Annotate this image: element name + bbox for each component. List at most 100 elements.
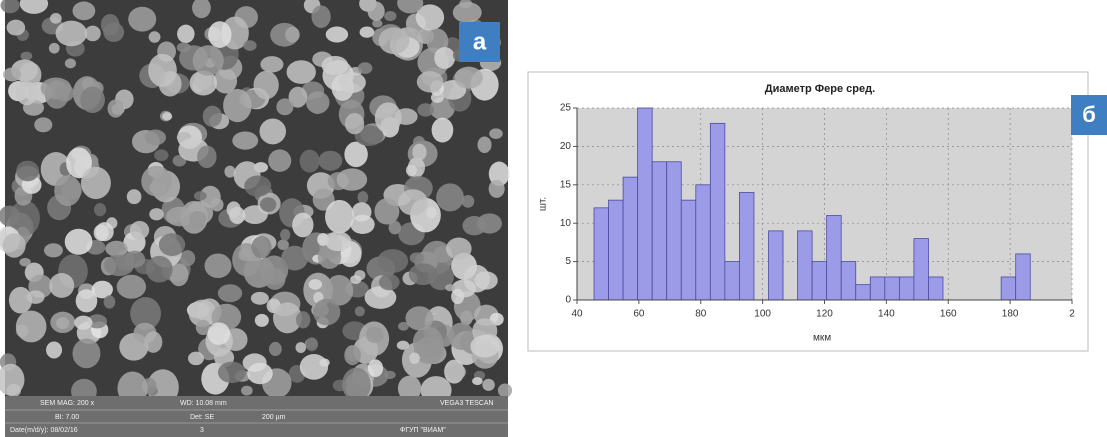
particle — [50, 311, 76, 334]
particle — [129, 220, 150, 240]
particle — [141, 165, 172, 197]
particle — [436, 183, 464, 212]
bar — [1015, 253, 1031, 301]
particle — [49, 273, 75, 298]
particle — [165, 206, 194, 227]
bar — [869, 276, 886, 301]
particle — [374, 198, 400, 225]
particle — [189, 70, 218, 96]
particle — [276, 98, 294, 116]
bar — [928, 276, 944, 301]
particle — [379, 273, 400, 291]
particle — [342, 367, 371, 402]
particle — [295, 342, 307, 354]
bar — [739, 192, 755, 301]
particle — [145, 255, 173, 283]
particle — [2, 233, 26, 258]
particle — [292, 212, 314, 238]
particle — [470, 335, 500, 358]
particle — [169, 263, 189, 287]
particle — [188, 299, 217, 327]
particle — [105, 240, 128, 257]
particle — [64, 58, 77, 69]
particle — [87, 314, 108, 329]
particle — [350, 214, 375, 235]
particle — [0, 0, 20, 14]
bar — [811, 261, 828, 301]
particle — [260, 197, 277, 212]
particle — [148, 53, 177, 87]
particle — [54, 175, 82, 207]
particle — [16, 160, 40, 182]
particle — [128, 6, 157, 32]
particle — [405, 306, 434, 331]
x-tick-label: 2 — [1069, 309, 1075, 320]
particle — [244, 175, 272, 197]
particle — [207, 322, 231, 345]
bar — [637, 107, 653, 301]
chart-title: Диаметр Фере сред. — [765, 83, 875, 95]
info-text: BI: 7.00 — [55, 414, 79, 421]
particle — [488, 179, 505, 198]
particle — [72, 338, 101, 369]
particle — [72, 1, 96, 21]
bar — [1000, 276, 1017, 301]
particle — [226, 201, 241, 218]
particle — [259, 118, 287, 145]
info-bar — [5, 396, 508, 437]
particle — [46, 341, 63, 359]
panel-label-box — [459, 22, 500, 62]
particle — [350, 275, 362, 285]
particle — [281, 245, 309, 271]
x-tick-label: 120 — [816, 309, 833, 320]
particle — [344, 112, 365, 135]
particle — [162, 112, 173, 121]
particle — [16, 81, 38, 106]
bar — [898, 276, 915, 301]
particle — [359, 26, 375, 38]
particle — [286, 60, 316, 84]
particle — [44, 243, 63, 258]
particle — [372, 19, 383, 28]
particle — [367, 1, 385, 21]
particle — [66, 147, 92, 179]
particle — [148, 31, 161, 43]
particle — [187, 351, 204, 366]
bar — [666, 161, 682, 301]
particle — [324, 231, 352, 252]
bar — [724, 261, 740, 301]
x-tick-label: 180 — [1002, 309, 1019, 320]
particle — [130, 297, 162, 330]
particle — [0, 205, 20, 227]
bar — [913, 238, 929, 301]
bar — [709, 122, 726, 301]
particle — [149, 208, 164, 221]
particle — [253, 70, 279, 100]
x-tick-label: 80 — [695, 309, 707, 320]
particle — [336, 168, 368, 191]
x-tick-label: 160 — [940, 309, 957, 320]
particle — [374, 102, 402, 134]
particle — [250, 291, 269, 305]
particle — [74, 315, 93, 330]
particle — [103, 295, 116, 309]
particle — [6, 19, 26, 36]
particle — [189, 211, 207, 226]
particle — [213, 68, 238, 94]
particle — [268, 149, 292, 172]
particle — [241, 385, 253, 396]
particle — [192, 45, 224, 76]
particle — [377, 249, 409, 273]
particle — [422, 345, 435, 358]
sem-image: SEM MAG: 200 x WD: 10.08 mm VEGA3 TESCAN… — [0, 0, 513, 437]
info-text: WD: 10.08 mm — [180, 400, 227, 407]
bar — [651, 161, 668, 301]
particle — [49, 13, 62, 24]
x-tick-label: 40 — [571, 309, 583, 320]
particle — [354, 306, 365, 317]
particle — [489, 128, 503, 139]
particle — [461, 195, 475, 208]
particle — [412, 143, 427, 161]
particle — [254, 313, 269, 327]
particle — [84, 25, 101, 42]
